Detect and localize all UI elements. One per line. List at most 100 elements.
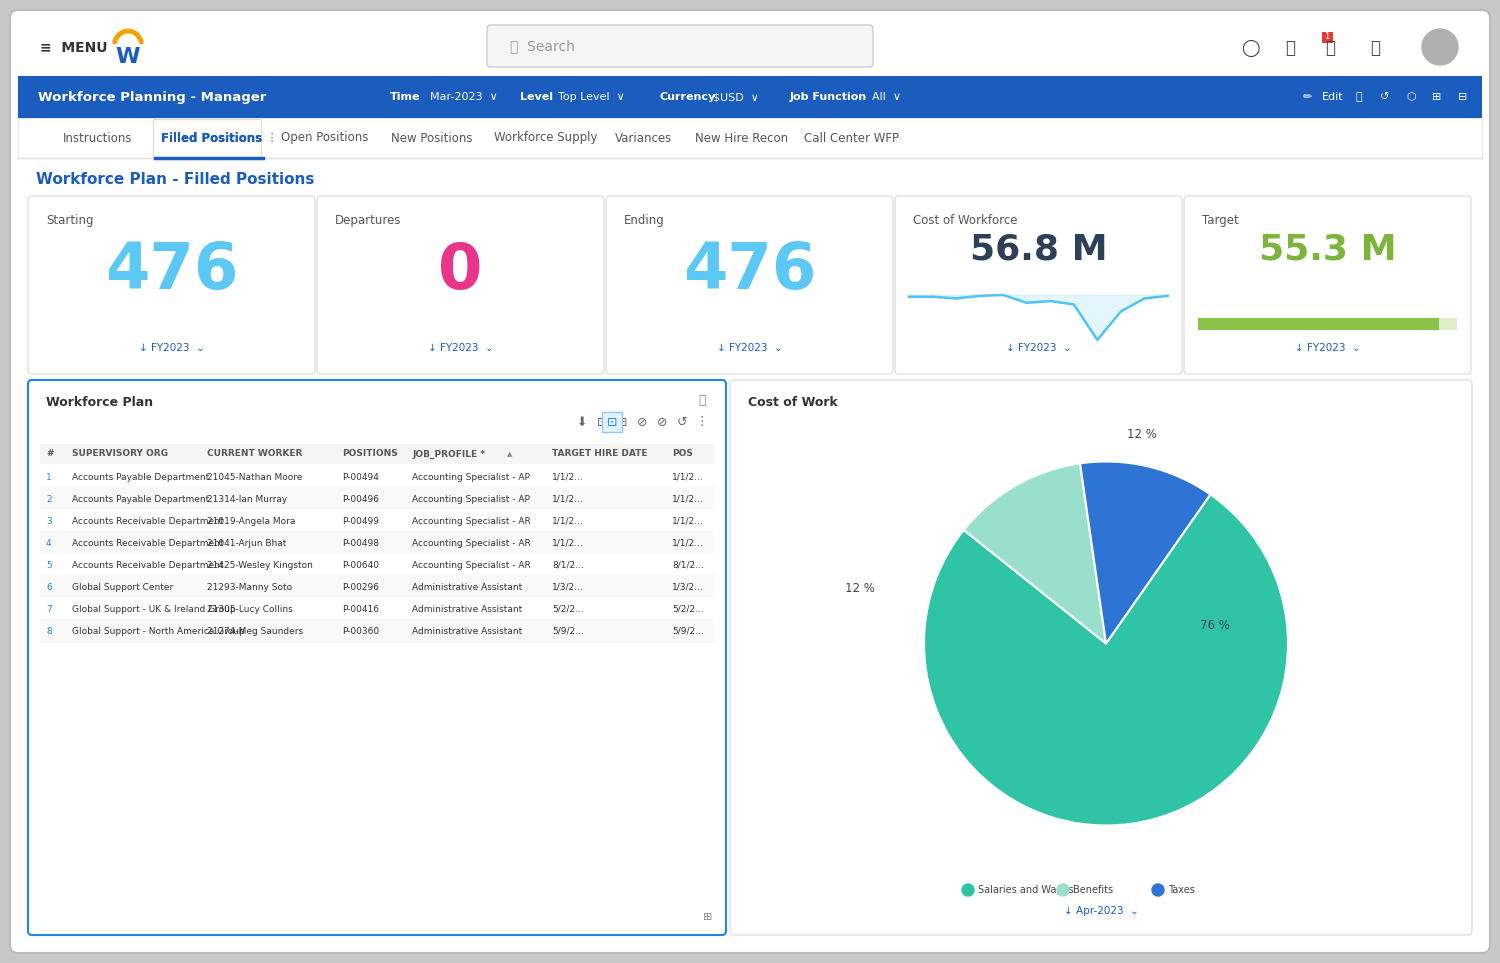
Text: 21293-Manny Soto: 21293-Manny Soto	[207, 583, 292, 591]
Text: 0: 0	[438, 241, 483, 302]
Text: 1/1/2...: 1/1/2...	[672, 516, 704, 526]
Text: ⊘: ⊘	[636, 415, 648, 429]
Text: ✏: ✏	[1302, 92, 1311, 102]
Text: Accounts Payable Department: Accounts Payable Department	[72, 473, 209, 482]
Text: 1/1/2...: 1/1/2...	[672, 473, 704, 482]
Text: Benefits: Benefits	[1072, 885, 1113, 895]
Text: Level: Level	[520, 92, 554, 102]
Text: 21314-Ian Murray: 21314-Ian Murray	[207, 494, 288, 504]
Text: ⋮: ⋮	[696, 415, 708, 429]
Text: Job Function: Job Function	[790, 92, 867, 102]
FancyBboxPatch shape	[1184, 196, 1472, 374]
Text: ↓ FY2023  ⌄: ↓ FY2023 ⌄	[1005, 343, 1071, 353]
Text: POS: POS	[672, 450, 693, 458]
Text: 1/1/2...: 1/1/2...	[672, 494, 704, 504]
Text: 476: 476	[682, 241, 816, 302]
Text: ↓ FY2023  ⌄: ↓ FY2023 ⌄	[427, 343, 494, 353]
FancyBboxPatch shape	[316, 196, 604, 374]
FancyBboxPatch shape	[730, 380, 1472, 935]
Text: 1: 1	[46, 473, 51, 482]
Circle shape	[1152, 884, 1164, 896]
Bar	[153, 119, 261, 157]
Bar	[18, 76, 1482, 118]
Text: 4: 4	[46, 538, 51, 548]
Text: ⬇: ⬇	[576, 415, 588, 429]
Text: 21041-Arjun Bhat: 21041-Arjun Bhat	[207, 538, 286, 548]
Text: New Positions: New Positions	[390, 132, 472, 144]
Text: 1/3/2...: 1/3/2...	[672, 583, 704, 591]
Text: W: W	[116, 47, 141, 67]
Text: 🔔: 🔔	[1286, 39, 1294, 57]
Text: 76 %: 76 %	[1200, 619, 1230, 632]
Text: 12 %: 12 %	[846, 583, 874, 595]
Text: 5/9/2...: 5/9/2...	[552, 627, 584, 636]
Bar	[40, 487, 714, 509]
Text: 8/1/2...: 8/1/2...	[552, 560, 584, 569]
Text: 1/3/2...: 1/3/2...	[552, 583, 584, 591]
Text: Accounting Specialist - AR: Accounting Specialist - AR	[413, 560, 531, 569]
Text: 476: 476	[105, 241, 238, 302]
Text: 5/9/2...: 5/9/2...	[672, 627, 704, 636]
Text: 7: 7	[46, 605, 51, 613]
Text: Accounts Receivable Department: Accounts Receivable Department	[72, 538, 224, 548]
Text: Cost of Work: Cost of Work	[748, 396, 837, 409]
Text: 1/1/2...: 1/1/2...	[552, 516, 584, 526]
Text: Call Center WFP: Call Center WFP	[804, 132, 898, 144]
FancyBboxPatch shape	[28, 380, 726, 935]
Text: Taxes: Taxes	[1168, 885, 1196, 895]
FancyBboxPatch shape	[896, 196, 1182, 374]
Text: Accounting Specialist - AR: Accounting Specialist - AR	[413, 538, 531, 548]
Text: Ending: Ending	[624, 214, 664, 227]
Text: Global Support - UK & Ireland Group: Global Support - UK & Ireland Group	[72, 605, 236, 613]
FancyBboxPatch shape	[488, 25, 873, 67]
Text: 5/2/2...: 5/2/2...	[672, 605, 704, 613]
Text: P-00498: P-00498	[342, 538, 380, 548]
Text: P-00494: P-00494	[342, 473, 380, 482]
FancyBboxPatch shape	[10, 10, 1490, 953]
Text: P-00416: P-00416	[342, 605, 380, 613]
Text: JOB_PROFILE *: JOB_PROFILE *	[413, 450, 485, 458]
Polygon shape	[909, 295, 1168, 340]
Text: Cost of Workforce: Cost of Workforce	[914, 214, 1017, 227]
Text: New Hire Recon: New Hire Recon	[694, 132, 788, 144]
Text: 1/1/2...: 1/1/2...	[552, 538, 584, 548]
Circle shape	[1058, 884, 1070, 896]
Bar	[40, 575, 714, 597]
Bar	[40, 465, 714, 487]
Bar	[1198, 318, 1456, 330]
Text: ⊞: ⊞	[704, 912, 712, 922]
Bar	[18, 18, 1482, 76]
Text: Top Level  ∨: Top Level ∨	[558, 92, 624, 102]
Text: Workforce Planning - Manager: Workforce Planning - Manager	[38, 91, 267, 103]
Text: Instructions: Instructions	[63, 132, 132, 144]
Text: 3: 3	[46, 516, 51, 526]
Text: ⊘: ⊘	[657, 415, 668, 429]
Bar	[40, 597, 714, 619]
Text: ↓ FY2023  ⌄: ↓ FY2023 ⌄	[138, 343, 204, 353]
Text: 5: 5	[46, 560, 51, 569]
Text: 6: 6	[46, 583, 51, 591]
Text: 🔍  Search: 🔍 Search	[510, 39, 574, 53]
Bar	[40, 531, 714, 553]
Text: ⬛: ⬛	[1356, 92, 1362, 102]
Text: Variances: Variances	[615, 132, 672, 144]
Text: Accounts Payable Department: Accounts Payable Department	[72, 494, 209, 504]
Text: ⊟: ⊟	[616, 415, 627, 429]
Wedge shape	[924, 494, 1288, 825]
Text: P-00360: P-00360	[342, 627, 380, 636]
Text: Workforce Plan: Workforce Plan	[46, 396, 153, 409]
Text: $USD  ∨: $USD ∨	[712, 92, 759, 102]
Circle shape	[1422, 29, 1458, 65]
Text: 12 %: 12 %	[1128, 428, 1158, 441]
Text: TARGET HIRE DATE: TARGET HIRE DATE	[552, 450, 648, 458]
Text: 8: 8	[46, 627, 51, 636]
Text: ↓ FY2023  ⌄: ↓ FY2023 ⌄	[1294, 343, 1360, 353]
Text: ≡  MENU: ≡ MENU	[40, 41, 108, 55]
Text: ↺: ↺	[676, 415, 687, 429]
Text: ↓ Apr-2023  ⌄: ↓ Apr-2023 ⌄	[1064, 906, 1138, 916]
Text: 21019-Angela Mora: 21019-Angela Mora	[207, 516, 296, 526]
Text: Workforce Supply: Workforce Supply	[494, 132, 597, 144]
Text: ↓ FY2023  ⌄: ↓ FY2023 ⌄	[717, 343, 783, 353]
Text: ↺: ↺	[1380, 92, 1389, 102]
Text: 56.8 M: 56.8 M	[969, 233, 1107, 267]
